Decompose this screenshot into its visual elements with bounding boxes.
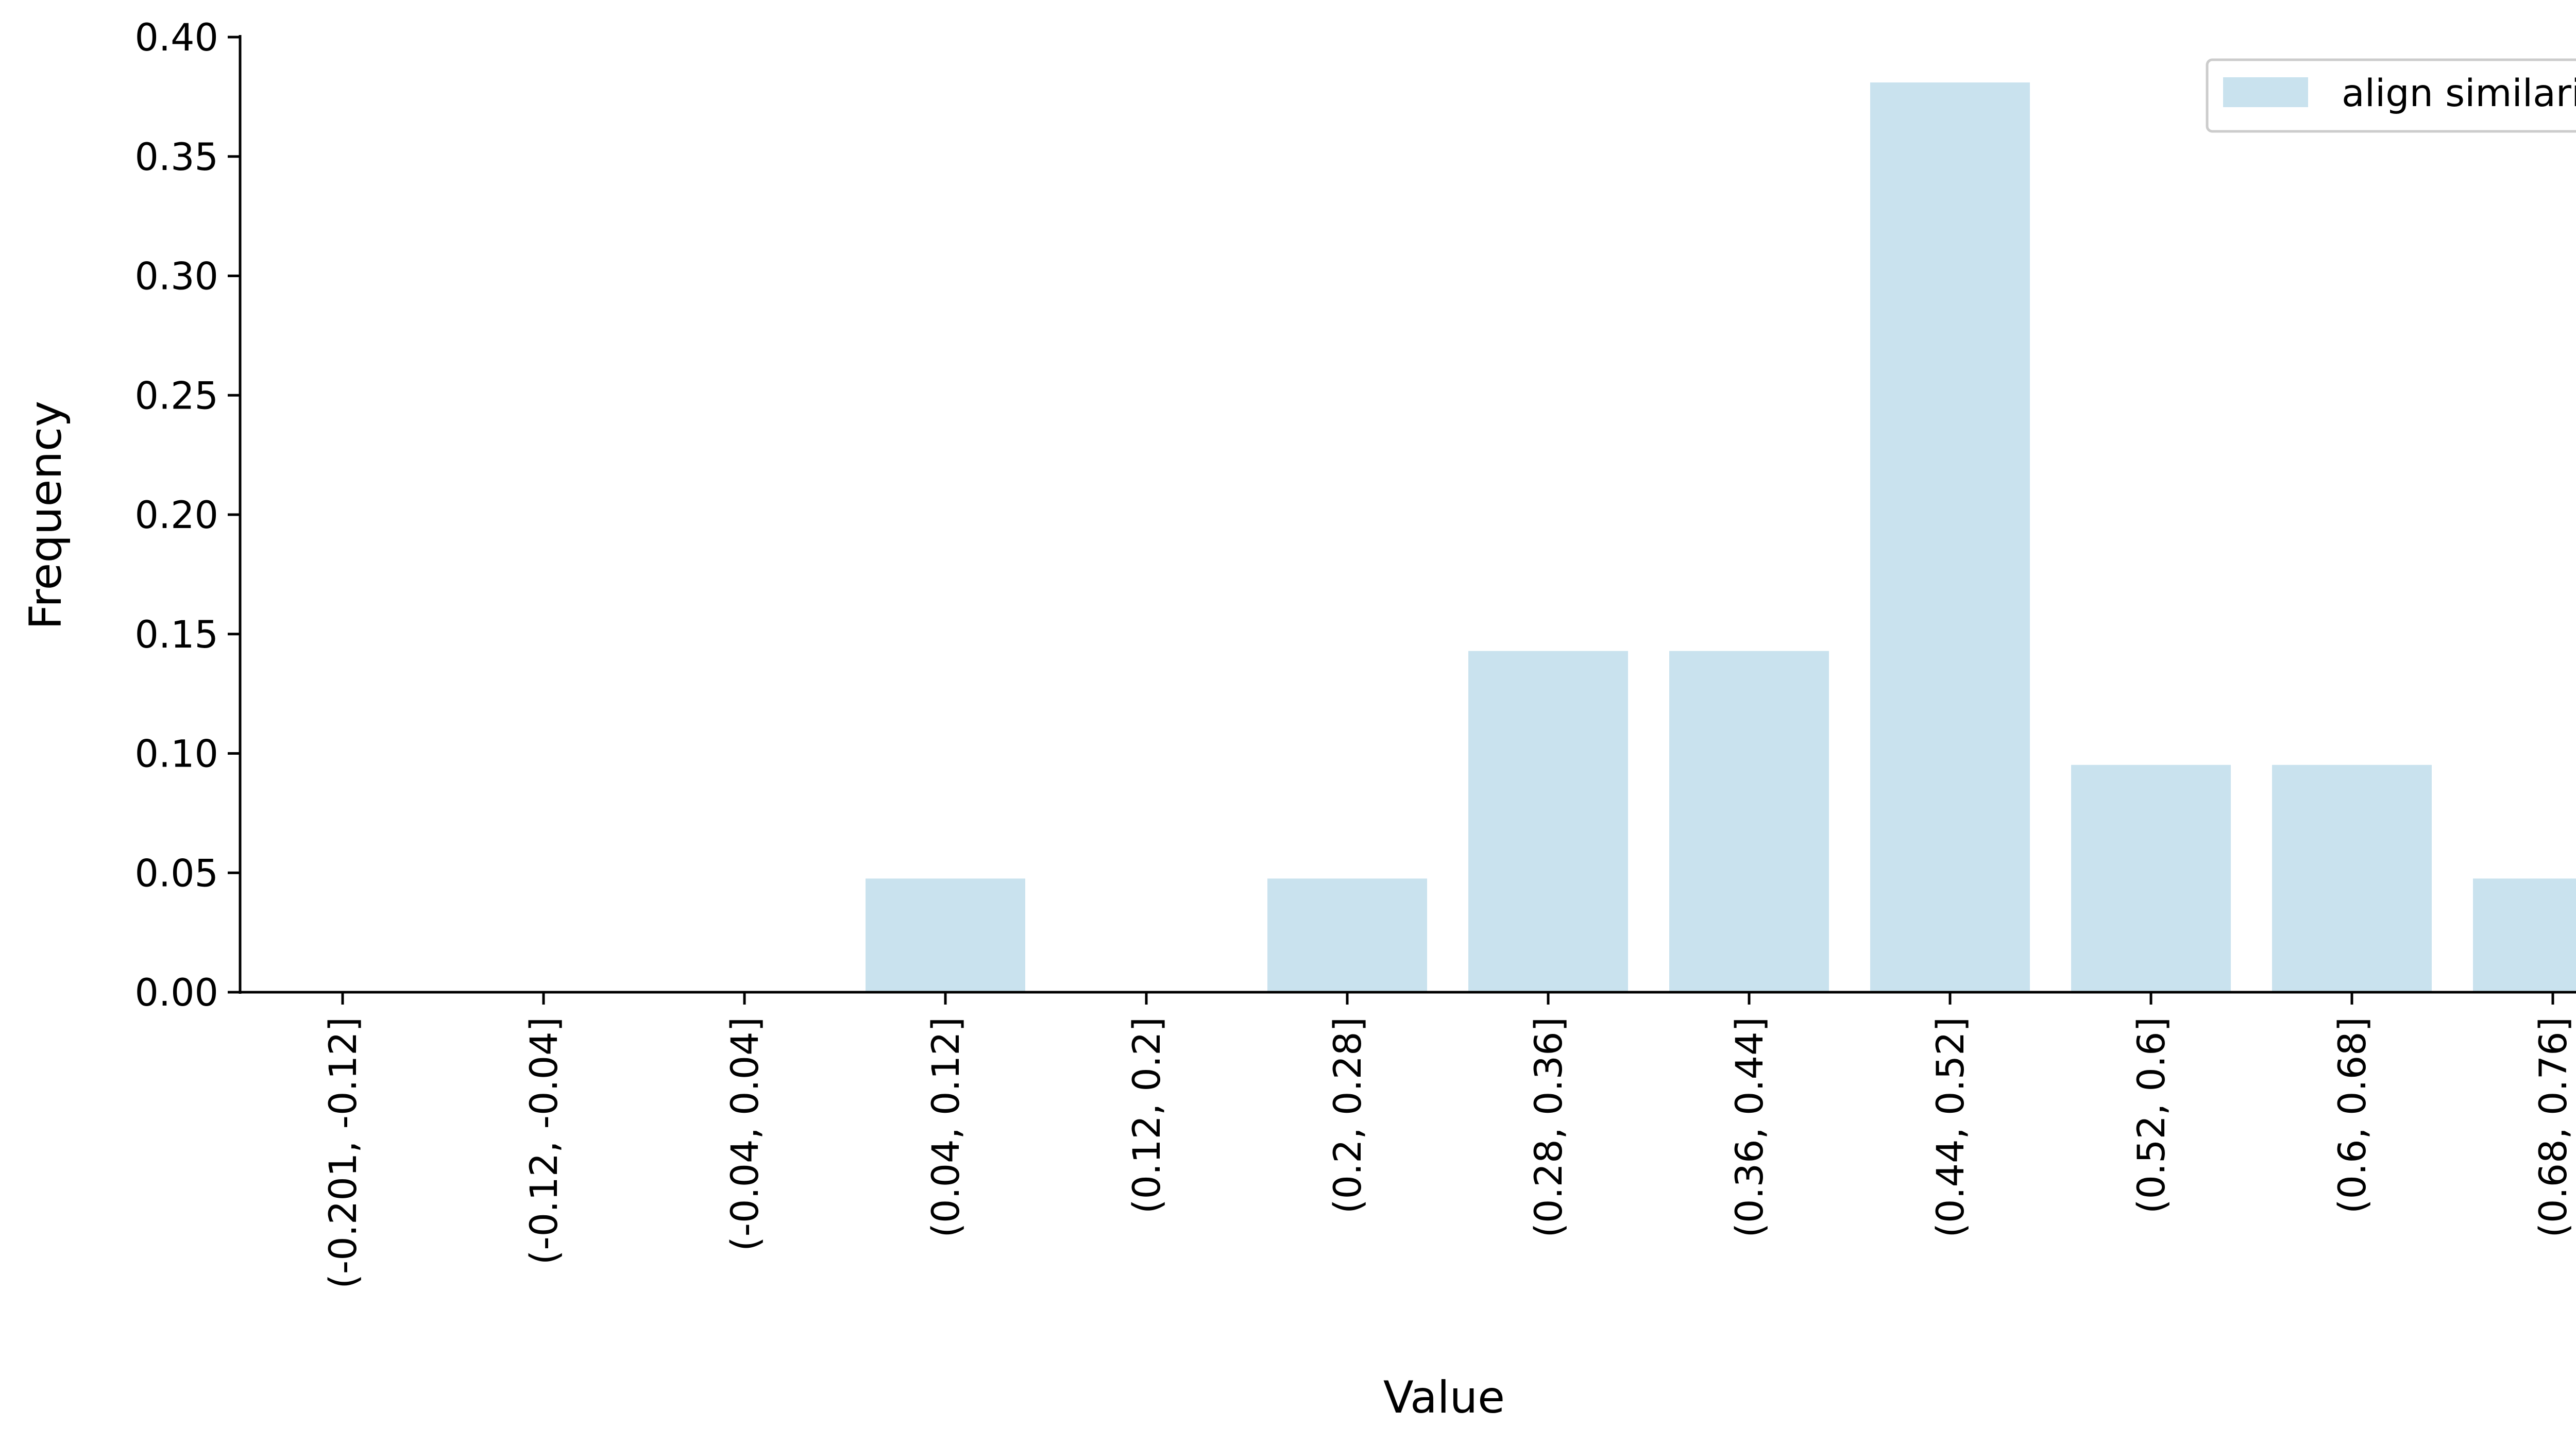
bar-3 <box>866 878 1025 992</box>
x-tick-label-6: (0.28, 0.36] <box>1527 1017 1571 1237</box>
x-tick-label-1: (-0.12, -0.04] <box>522 1017 566 1265</box>
legend: align similarity <box>2206 58 2576 133</box>
x-tick-label-5: (0.2, 0.28] <box>1326 1017 1370 1214</box>
x-tick-label-4: (0.12, 0.2] <box>1125 1017 1169 1214</box>
legend-swatch <box>2223 77 2308 107</box>
y-tick-label-6: 0.30 <box>134 255 218 299</box>
bar-7 <box>1669 651 1829 992</box>
y-tick-label-2: 0.10 <box>134 733 218 776</box>
bar-9 <box>2071 765 2231 992</box>
bar-5 <box>1267 878 1427 992</box>
y-axis-label: Frequency <box>20 401 72 630</box>
y-tick-label-3: 0.15 <box>134 613 218 657</box>
y-tick-label-1: 0.05 <box>134 852 218 895</box>
y-tick-label-4: 0.20 <box>134 494 218 537</box>
bars-group <box>866 82 2576 993</box>
y-tick-label-0: 0.00 <box>134 971 218 1015</box>
bar-11 <box>2473 878 2576 992</box>
x-tick-label-7: (0.36, 0.44] <box>1728 1017 1772 1237</box>
x-tick-label-2: (-0.04, 0.04] <box>723 1017 767 1251</box>
x-tick-label-10: (0.6, 0.68] <box>2331 1017 2375 1214</box>
legend-label: align similarity <box>2342 72 2576 115</box>
x-tick-label-0: (-0.201, -0.12] <box>321 1017 365 1289</box>
x-tick-label-9: (0.52, 0.6] <box>2130 1017 2174 1214</box>
x-axis-ticks: (-0.201, -0.12] (-0.12, -0.04] (-0.04, 0.0… <box>321 992 2575 1289</box>
x-tick-label-3: (0.04, 0.12] <box>924 1017 968 1237</box>
x-tick-label-8: (0.44, 0.52] <box>1929 1017 1973 1237</box>
y-tick-label-7: 0.35 <box>134 135 218 179</box>
bar-6 <box>1468 651 1628 992</box>
bar-10 <box>2272 765 2432 992</box>
y-tick-label-5: 0.25 <box>134 374 218 418</box>
bar-8 <box>1870 82 2030 993</box>
y-tick-label-8: 0.40 <box>134 16 218 60</box>
x-tick-label-11: (0.68, 0.76] <box>2532 1017 2575 1237</box>
y-axis-ticks: 0.00 0.05 0.10 0.15 0.20 0.25 0.30 0.35 0.40 <box>134 16 240 1015</box>
x-axis-label: Value <box>1383 1372 1505 1423</box>
